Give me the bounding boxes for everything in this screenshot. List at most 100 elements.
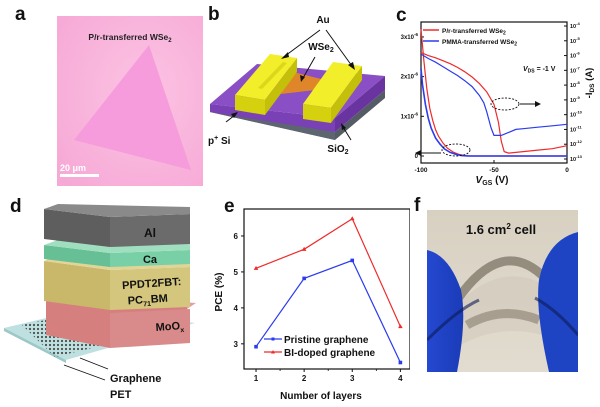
x-axis-title: Number of layers bbox=[280, 391, 362, 402]
y-right-tick-label: 10-10 bbox=[570, 110, 583, 119]
panel-e-label: e bbox=[224, 196, 235, 217]
x-tick-label: 2 bbox=[302, 374, 307, 383]
data-point bbox=[350, 258, 355, 263]
solar-cell-stack-schematic: Al Ca PPDT2FBT: PC71BM MoOx Graphene PET bbox=[4, 204, 196, 401]
optical-micrograph: P/r-transferred WSe2 20 μm bbox=[57, 16, 203, 186]
x-tick-label: 1 bbox=[254, 374, 259, 383]
scale-bar bbox=[60, 174, 99, 177]
ppdt2fbt-label: PPDT2FBT: bbox=[122, 276, 182, 292]
series-line bbox=[420, 68, 567, 157]
x-ticks: 1 2 3 4 bbox=[254, 369, 403, 383]
p-si-label: p+ Si bbox=[208, 135, 231, 147]
ca-layer-front bbox=[110, 250, 190, 267]
al-label: Al bbox=[144, 226, 156, 240]
pce-chart: 1 2 3 4 3 4 5 6 Pristine graphene BI-doped gra… bbox=[214, 208, 410, 402]
y-left-tick-label: 2x10-6 bbox=[401, 72, 419, 81]
right-axis-arrowhead bbox=[535, 101, 541, 107]
linear-curve-ellipse bbox=[441, 143, 471, 157]
y-right-tick-label: 10-8 bbox=[570, 80, 580, 89]
panel-b-label: b bbox=[208, 4, 220, 25]
data-point bbox=[398, 360, 403, 365]
pet-leader bbox=[63, 364, 106, 381]
sio2-layer-side bbox=[335, 76, 385, 132]
cell-electrode-bottom bbox=[464, 309, 541, 329]
data-point bbox=[349, 216, 355, 221]
moox-label: MoOx bbox=[155, 320, 184, 336]
left-axis-arrowhead bbox=[415, 150, 421, 156]
panel-f-label: f bbox=[414, 195, 421, 216]
y-right-tick-label: 10-9 bbox=[570, 95, 580, 104]
y-left-tick-label: 1x10-6 bbox=[401, 111, 419, 120]
legend-label-pmma: PMMA-transferred WSe2 bbox=[442, 39, 517, 48]
annotation-arrows bbox=[225, 29, 353, 141]
au-label: Au bbox=[316, 15, 329, 26]
ca-layer-left bbox=[44, 245, 110, 267]
au-electrode-right-front bbox=[303, 104, 331, 123]
y-axis-title: PCE (%) bbox=[214, 273, 225, 312]
ca-label: Ca bbox=[143, 254, 158, 266]
x-tick-label: 3 bbox=[350, 374, 355, 383]
glove-shadow-left bbox=[427, 298, 480, 342]
y-right-axis-title: -IDS (A) bbox=[584, 68, 596, 99]
x-tick-label: -50 bbox=[489, 167, 499, 174]
au-electrode-left-side bbox=[265, 58, 297, 115]
pet-film bbox=[452, 276, 557, 350]
cell-electrode-top bbox=[453, 256, 549, 303]
y-left-tick-label: 0 bbox=[415, 154, 419, 160]
series-line bbox=[255, 217, 401, 327]
pet-edge bbox=[4, 328, 66, 363]
au-electrode-left-ridge bbox=[258, 62, 287, 89]
arrow-heads bbox=[231, 52, 355, 130]
moox-right bbox=[110, 309, 190, 348]
log-curve-ellipse bbox=[490, 97, 520, 111]
si-layer bbox=[210, 90, 385, 140]
au-electrode-right-side bbox=[331, 66, 362, 123]
y-right-tick-label: 10-12 bbox=[570, 139, 583, 148]
y-right-tick-label: 10-13 bbox=[570, 154, 583, 163]
y-tick-label: 6 bbox=[234, 232, 239, 241]
right-glove bbox=[538, 232, 578, 372]
y-right-tick-label: 10-4 bbox=[570, 21, 580, 30]
al-layer-front bbox=[110, 214, 190, 247]
legend-marker-pristine bbox=[271, 337, 275, 341]
al-layer-left bbox=[44, 209, 110, 247]
data-point bbox=[302, 276, 306, 281]
legend-label-pristine: Pristine graphene bbox=[284, 335, 369, 346]
data-point bbox=[254, 344, 258, 349]
x-axis-title: VGS (V) bbox=[476, 175, 509, 185]
y-tick-label: 4 bbox=[234, 304, 239, 313]
series-lines bbox=[420, 28, 568, 157]
x-ticks: -100 -50 0 bbox=[414, 160, 569, 174]
panel-d-label: d bbox=[10, 196, 22, 217]
al-layer-top bbox=[44, 204, 190, 217]
data-point bbox=[398, 324, 403, 329]
glove-shadow-right bbox=[534, 296, 578, 336]
wse2-label: WSe2 bbox=[308, 42, 334, 54]
active-layer-front bbox=[110, 267, 190, 310]
sio2-label: SiO2 bbox=[327, 144, 348, 156]
flexible-cell-photo: 1.6 cm2 cell bbox=[427, 210, 578, 372]
pet-label: PET bbox=[110, 389, 132, 401]
legend-marker-bi-doped bbox=[271, 350, 275, 354]
series-line bbox=[420, 28, 567, 157]
pc71bm-label: PC71BM bbox=[127, 293, 168, 310]
legend-label-bi-doped: BI-doped graphene bbox=[284, 348, 376, 359]
x-tick-label: -100 bbox=[414, 167, 427, 174]
y-right-tick-label: 10-11 bbox=[570, 124, 582, 133]
vds-annotation: VDS = -1 V bbox=[523, 66, 556, 75]
y-right-ticks: 10-4 10-5 10-6 10-7 10-8 10-9 10-10 10-11 10-12 1… bbox=[564, 21, 583, 163]
y-right-tick-label: 10-5 bbox=[570, 36, 580, 45]
series-lines bbox=[253, 216, 403, 365]
data-point bbox=[301, 246, 307, 251]
au-electrode-left-front bbox=[235, 95, 265, 115]
photo-caption: 1.6 cm2 cell bbox=[466, 222, 536, 237]
photo-svg: 1.6 cm2 cell bbox=[427, 210, 578, 372]
left-glove bbox=[427, 250, 464, 372]
fet-device-schematic: Au WSe2 p+ Si SiO2 bbox=[208, 15, 385, 156]
data-point bbox=[253, 265, 259, 270]
scale-bar-label: 20 μm bbox=[60, 163, 86, 173]
panel-c-label: c bbox=[396, 5, 407, 26]
legend-label-pr: P/r-transferred WSe2 bbox=[442, 28, 506, 37]
y-left-tick-label: 3x10-6 bbox=[401, 32, 419, 41]
